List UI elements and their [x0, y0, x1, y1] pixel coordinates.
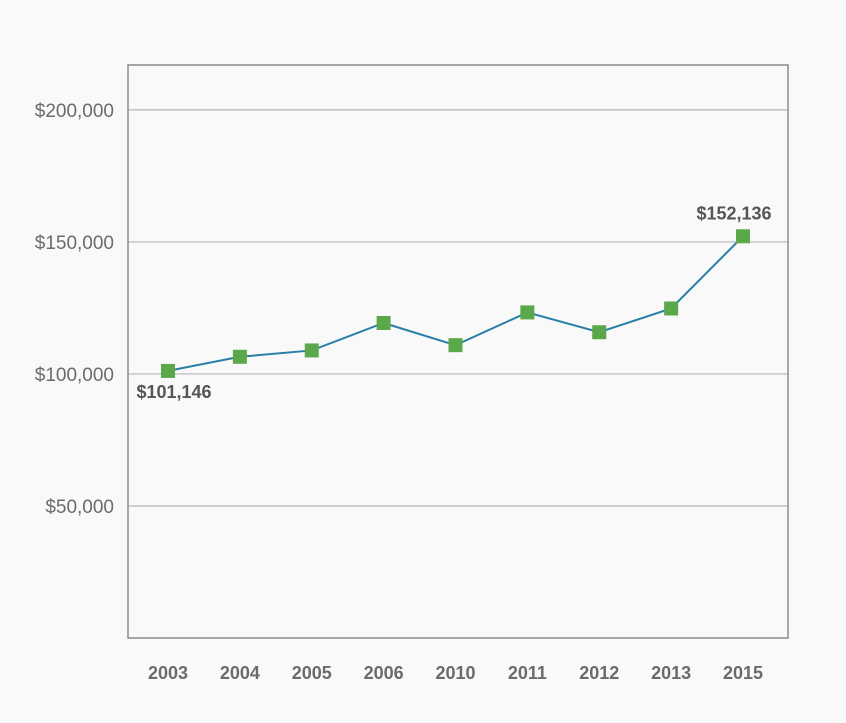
data-point-marker [520, 305, 535, 320]
x-tick-label: 2010 [435, 663, 475, 683]
data-point-marker [736, 229, 750, 244]
data-labels: $101,146 $152,136 [136, 203, 771, 402]
data-point-marker [376, 315, 391, 330]
y-tick-label: $50,000 [45, 497, 114, 518]
y-tick-label: $150,000 [35, 233, 114, 254]
series [161, 229, 750, 378]
x-tick-label: 2011 [508, 663, 547, 683]
data-point-marker [304, 343, 319, 358]
data-point-marker [592, 325, 607, 340]
y-axis-ticks: $50,000 $100,000 $150,000 $200,000 [35, 101, 114, 518]
x-tick-label: 2012 [579, 663, 619, 683]
data-point-marker [232, 349, 247, 364]
data-point-marker [664, 301, 679, 316]
plot-frame [127, 64, 789, 639]
x-tick-label: 2005 [292, 663, 332, 683]
x-tick-label: 2013 [651, 663, 691, 683]
data-label: $101,146 [136, 382, 211, 402]
y-tick-label: $200,000 [35, 101, 114, 122]
data-point-marker [161, 363, 175, 378]
x-tick-label: 2004 [220, 663, 260, 683]
data-point-marker [448, 338, 463, 353]
gridlines [128, 109, 788, 507]
x-tick-label: 2015 [723, 663, 763, 683]
x-tick-label: 2003 [148, 663, 188, 683]
data-label: $152,136 [696, 203, 771, 223]
x-axis-ticks: 2003 2004 2005 2006 2010 2011 2012 2013 2015 [148, 663, 763, 683]
y-tick-label: $100,000 [35, 365, 114, 386]
x-tick-label: 2006 [364, 663, 404, 683]
